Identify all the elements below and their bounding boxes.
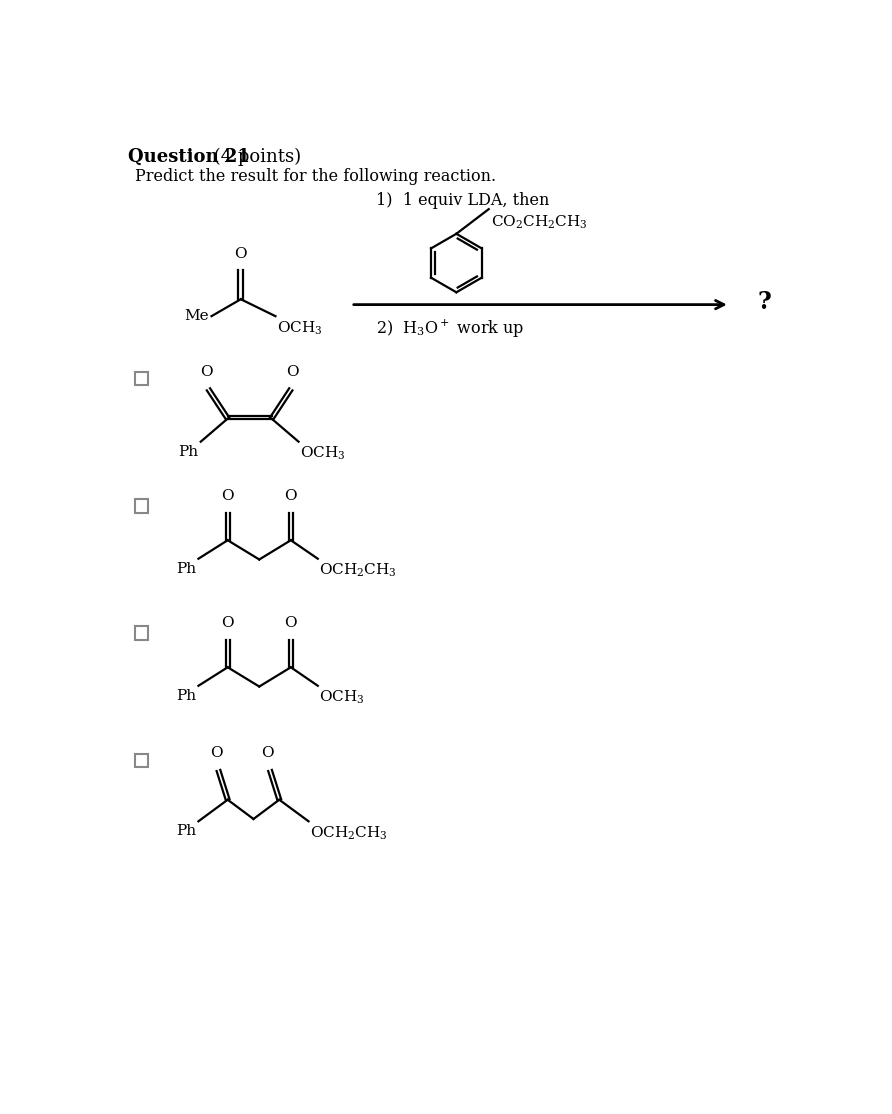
Text: Me: Me xyxy=(184,310,209,323)
Text: O: O xyxy=(285,489,297,502)
Text: $\mathregular{OCH_2CH_3}$: $\mathregular{OCH_2CH_3}$ xyxy=(310,824,388,842)
Bar xyxy=(136,753,148,766)
Text: O: O xyxy=(201,365,213,379)
Text: $\mathregular{OCH_3}$: $\mathregular{OCH_3}$ xyxy=(319,688,365,706)
Text: Predict the result for the following reaction.: Predict the result for the following rea… xyxy=(136,167,497,185)
Text: Question 21: Question 21 xyxy=(128,147,250,166)
Text: Ph: Ph xyxy=(176,561,196,576)
Text: Ph: Ph xyxy=(176,824,196,839)
Text: O: O xyxy=(285,616,297,629)
Text: 1)  1 equiv LDA, then: 1) 1 equiv LDA, then xyxy=(376,193,549,209)
Bar xyxy=(136,372,148,385)
Text: O: O xyxy=(221,489,234,502)
Text: ?: ? xyxy=(757,290,772,313)
Text: Ph: Ph xyxy=(178,444,198,459)
Text: 2)  $\mathregular{H_3O^+}$ work up: 2) $\mathregular{H_3O^+}$ work up xyxy=(376,317,524,339)
Text: O: O xyxy=(286,365,299,379)
Text: $\mathregular{CO_2CH_2CH_3}$: $\mathregular{CO_2CH_2CH_3}$ xyxy=(491,214,588,232)
Text: O: O xyxy=(235,246,247,261)
Text: $\mathregular{OCH_2CH_3}$: $\mathregular{OCH_2CH_3}$ xyxy=(319,561,397,579)
Text: O: O xyxy=(210,746,222,761)
Text: $\mathregular{OCH_3}$: $\mathregular{OCH_3}$ xyxy=(277,320,322,338)
Text: O: O xyxy=(221,616,234,629)
Bar xyxy=(136,626,148,639)
Text: $\mathregular{OCH_3}$: $\mathregular{OCH_3}$ xyxy=(300,444,345,462)
Text: O: O xyxy=(261,746,274,761)
Text: (4 points): (4 points) xyxy=(208,147,301,166)
Bar xyxy=(136,499,148,512)
Text: Ph: Ph xyxy=(176,688,196,703)
